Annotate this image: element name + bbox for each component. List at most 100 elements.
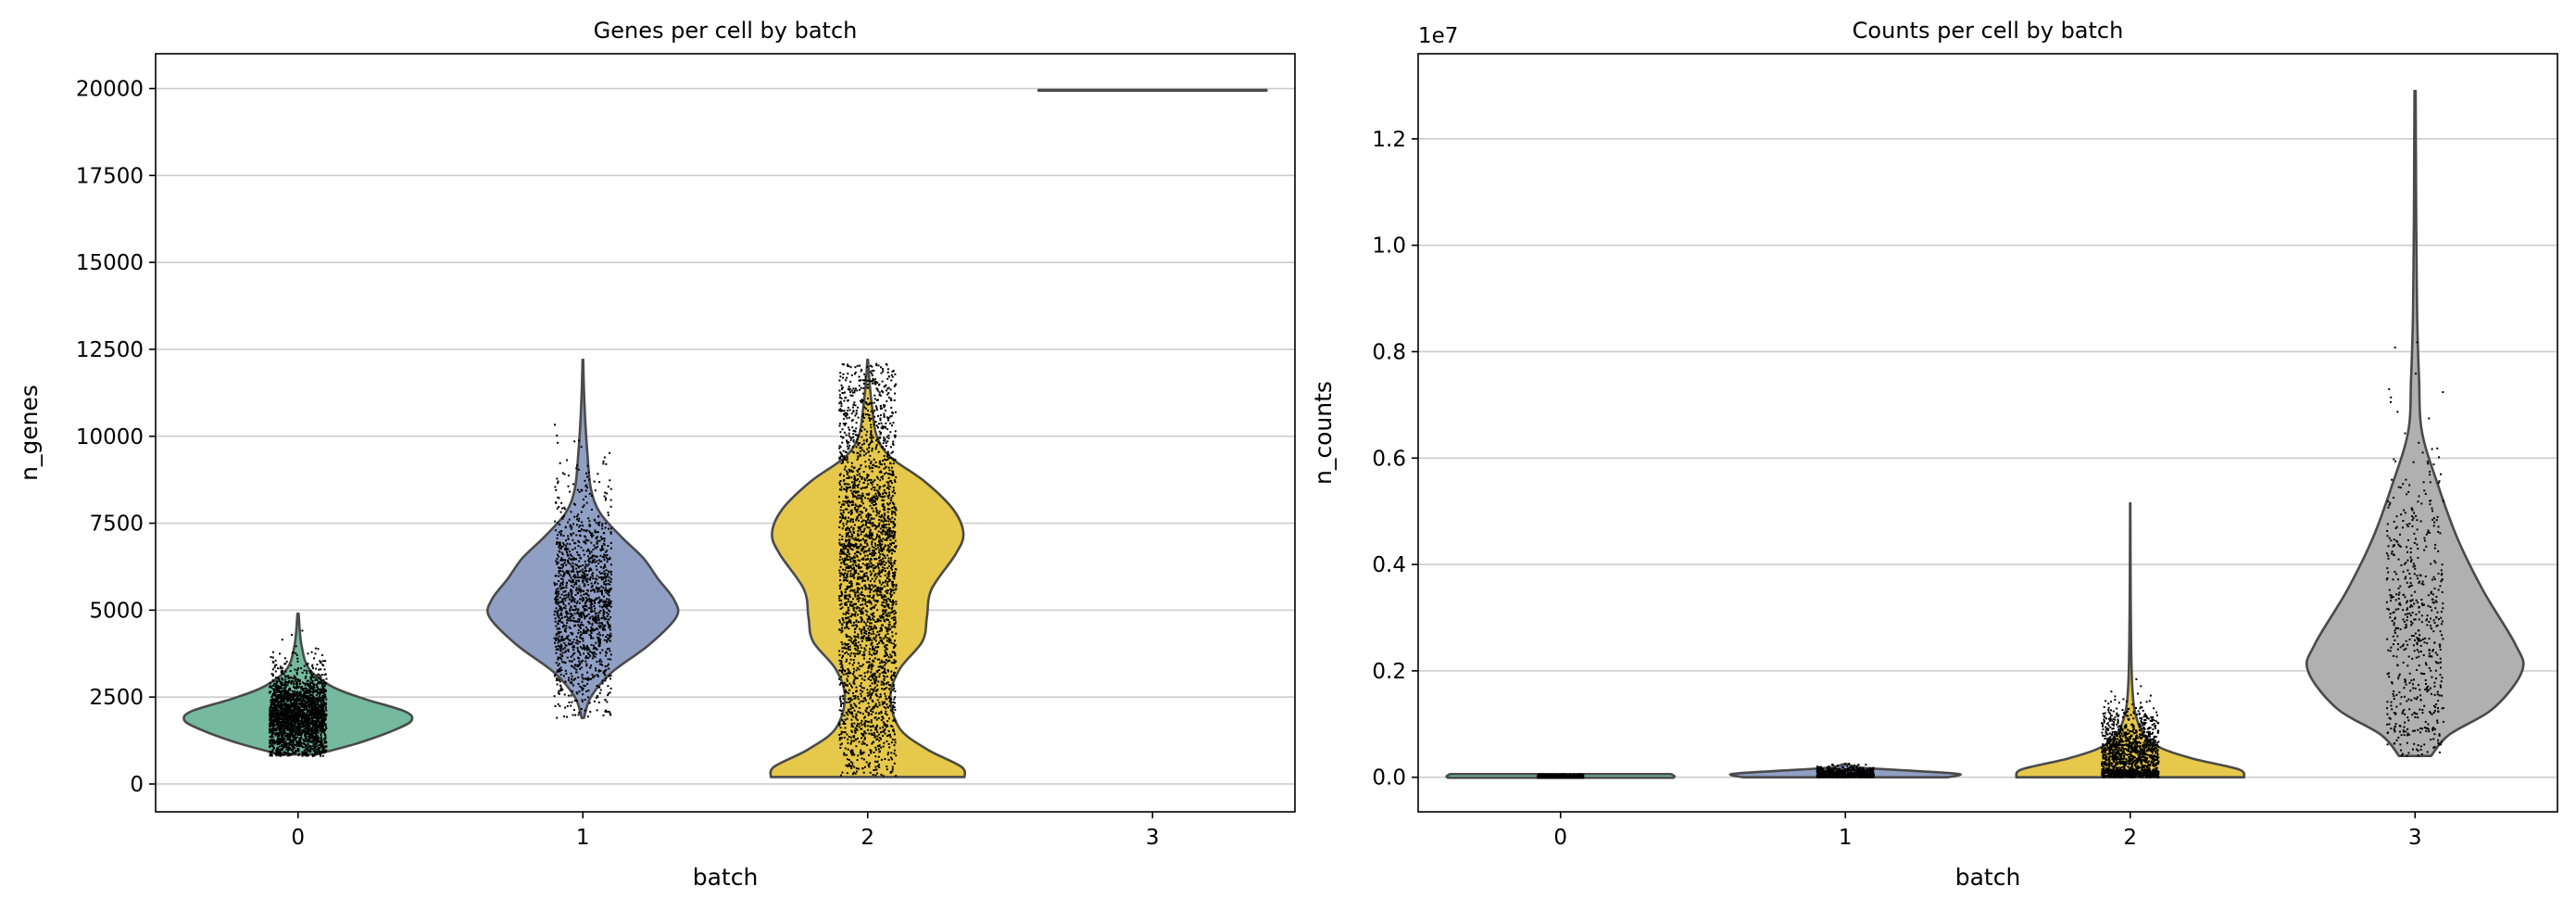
jitter-point [296,706,299,709]
jitter-point [589,630,592,633]
jitter-point [562,675,565,677]
jitter-point [283,742,285,745]
jitter-point [579,640,582,643]
jitter-point [575,700,578,702]
jitter-point [320,729,323,732]
jitter-point [607,685,609,688]
jitter-point [274,694,277,697]
jitter-point [570,655,572,658]
jitter-point [883,554,886,557]
jitter-point [282,741,284,743]
jitter-point [881,550,884,552]
jitter-point [283,753,286,755]
jitter-point [849,621,852,624]
jitter-point [576,642,579,645]
jitter-point [607,574,609,576]
jitter-point [842,509,845,512]
jitter-point [601,664,604,666]
jitter-point [857,646,860,649]
jitter-point [568,677,571,679]
jitter-point [603,539,606,542]
jitter-point [287,693,290,696]
jitter-point [598,660,601,663]
jitter-point [276,690,279,693]
jitter-point [295,677,297,680]
jitter-point [576,464,578,467]
jitter-point [881,475,884,477]
jitter-point [572,709,575,712]
jitter-point [570,527,572,530]
jitter-point [607,582,609,585]
jitter-point [557,496,559,499]
jitter-point [841,654,844,657]
jitter-point [886,652,888,654]
jitter-point [289,747,291,750]
jitter-point [848,709,849,712]
jitter-point [862,758,865,761]
jitter-point [888,697,891,700]
jitter-point [838,397,841,399]
jitter-point [603,565,606,568]
jitter-point [839,586,842,588]
jitter-point [566,636,569,639]
jitter-point [296,690,299,693]
jitter-point [851,487,854,489]
jitter-point [882,581,884,584]
jitter-point [565,672,568,675]
jitter-point [607,618,609,621]
jitter-point [315,694,318,697]
jitter-point [588,524,591,525]
jitter-point [273,703,276,705]
jitter-point [320,733,322,736]
jitter-point [886,654,888,656]
jitter-point [862,386,865,389]
jitter-point [591,532,593,535]
jitter-point [275,754,278,757]
jitter-point [895,754,898,757]
jitter-point [312,711,315,714]
jitter-point [277,720,280,723]
jitter-point [894,702,896,704]
jitter-point [840,517,843,520]
jitter-point [310,694,313,697]
jitter-point [557,480,559,483]
jitter-point [842,723,845,725]
jitter-point [597,669,600,672]
jitter-point [305,706,308,709]
jitter-point [864,715,866,718]
jitter-point [309,670,312,673]
jitter-point [274,664,277,667]
jitter-point [846,573,848,576]
jitter-point [886,589,888,591]
jitter-point [559,631,562,634]
jitter-point [317,729,320,732]
jitter-point [859,494,861,497]
jitter-point [849,366,852,369]
jitter-point [297,748,300,751]
jitter-point [302,689,304,691]
jitter-point [888,550,891,552]
jitter-point [839,682,842,685]
jitter-point [277,686,280,688]
jitter-point [575,467,578,470]
jitter-point [278,729,281,732]
jitter-point [860,630,862,632]
jitter-point [600,549,603,551]
jitter-point [572,570,575,573]
jitter-point [287,677,290,680]
jitter-point [295,707,297,710]
jitter-point [578,618,581,621]
jitter-point [289,670,292,673]
jitter-point [321,725,324,728]
jitter-point [578,517,581,520]
jitter-point [315,690,318,693]
jitter-point [555,601,558,603]
jitter-point [572,568,574,571]
jitter-point [316,725,319,728]
jitter-point [587,607,590,610]
jitter-point [569,617,572,620]
jitter-point [605,677,608,680]
jitter-point [569,613,572,615]
jitter-point [314,652,317,655]
jitter-point [858,600,860,602]
